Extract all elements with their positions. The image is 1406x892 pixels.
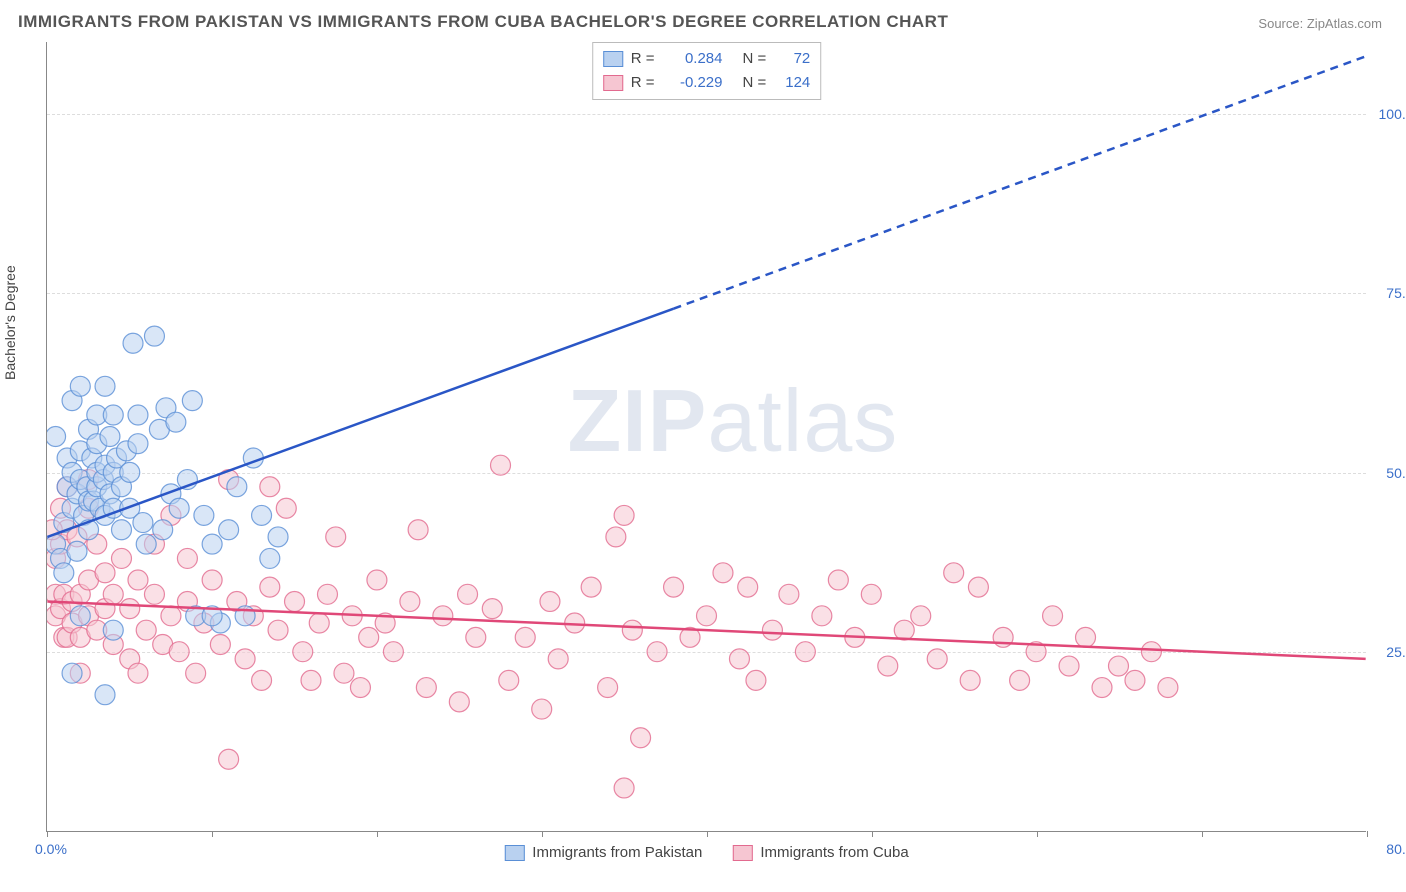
x-tick-min: 0.0% — [35, 841, 67, 857]
r-value-pakistan: 0.284 — [663, 47, 723, 71]
legend-item-cuba: Immigrants from Cuba — [732, 844, 908, 861]
y-tick-label: 50.0% — [1386, 465, 1406, 481]
source-prefix: Source: — [1258, 16, 1303, 31]
n-value-pakistan: 72 — [774, 47, 810, 71]
y-tick-label: 100.0% — [1379, 106, 1406, 122]
y-tick-label: 25.0% — [1386, 644, 1406, 660]
legend-label-cuba: Immigrants from Cuba — [760, 844, 908, 861]
x-tick-max: 80.0% — [1386, 841, 1406, 857]
plot-area: ZIPatlas R = 0.284 N = 72 R = -0.229 N =… — [46, 42, 1366, 832]
n-label: N = — [743, 71, 767, 95]
swatch-pakistan — [504, 845, 524, 861]
y-tick-label: 75.0% — [1386, 285, 1406, 301]
r-label: R = — [631, 71, 655, 95]
legend-label-pakistan: Immigrants from Pakistan — [532, 844, 702, 861]
legend-row-pakistan: R = 0.284 N = 72 — [603, 47, 811, 71]
r-label: R = — [631, 47, 655, 71]
swatch-pakistan — [603, 51, 623, 67]
n-label: N = — [743, 47, 767, 71]
chart-title: IMMIGRANTS FROM PAKISTAN VS IMMIGRANTS F… — [18, 12, 948, 32]
chart-svg — [47, 42, 1366, 831]
legend-item-pakistan: Immigrants from Pakistan — [504, 844, 702, 861]
y-axis-label: Bachelor's Degree — [2, 265, 18, 380]
series-legend: Immigrants from Pakistan Immigrants from… — [504, 844, 908, 861]
swatch-cuba — [603, 75, 623, 91]
r-value-cuba: -0.229 — [663, 71, 723, 95]
source-label: Source: ZipAtlas.com — [1258, 16, 1382, 31]
legend-row-cuba: R = -0.229 N = 124 — [603, 71, 811, 95]
source-value: ZipAtlas.com — [1307, 16, 1382, 31]
swatch-cuba — [732, 845, 752, 861]
n-value-cuba: 124 — [774, 71, 810, 95]
correlation-legend: R = 0.284 N = 72 R = -0.229 N = 124 — [592, 42, 822, 100]
